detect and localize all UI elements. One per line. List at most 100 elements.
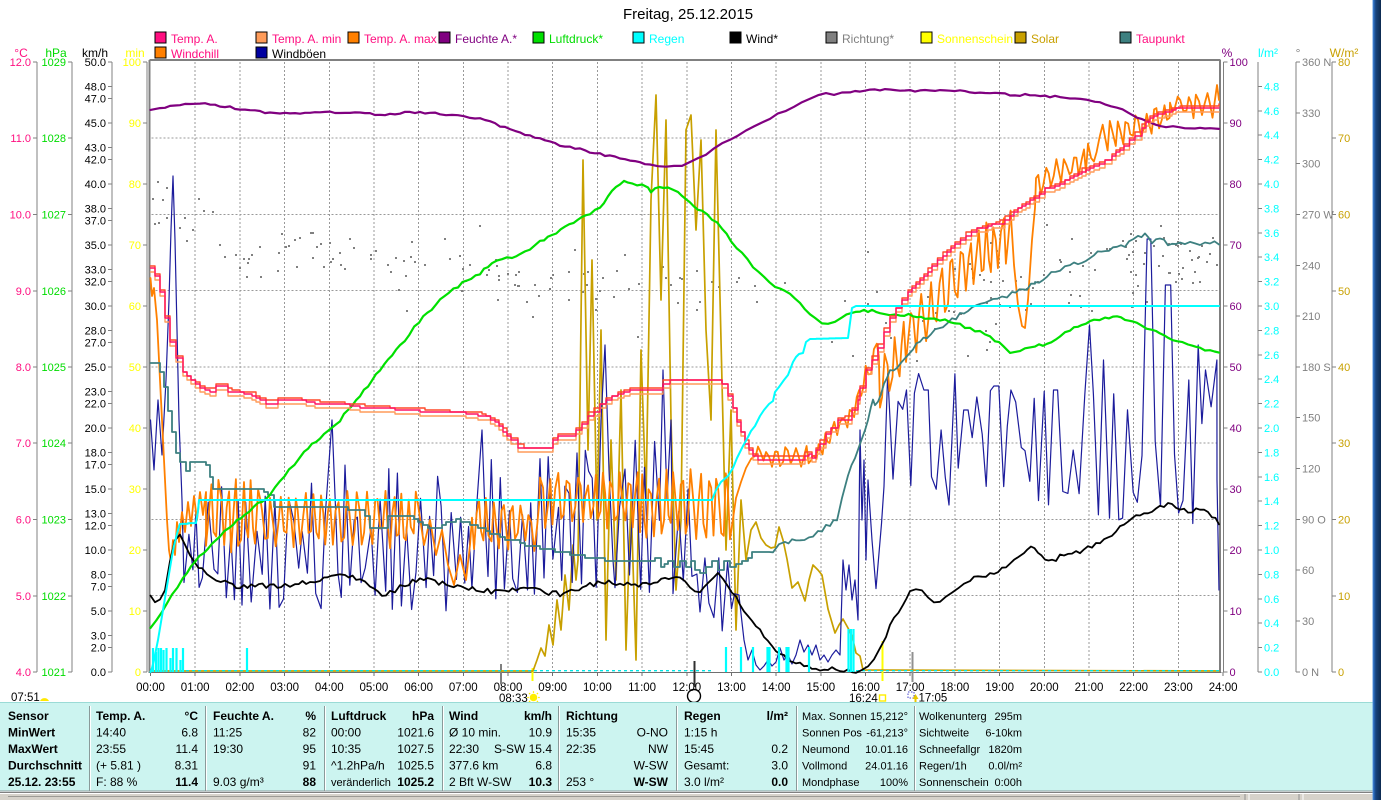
- svg-text:60: 60: [1302, 565, 1314, 577]
- svg-text:Wolkenunterg: Wolkenunterg: [919, 711, 987, 723]
- svg-text:12.0: 12.0: [85, 521, 106, 533]
- svg-text:60: 60: [1338, 210, 1350, 222]
- svg-text:15,212°: 15,212°: [870, 711, 908, 723]
- svg-text:4.2: 4.2: [1264, 155, 1279, 167]
- svg-text:2 Bft W-SW: 2 Bft W-SW: [449, 775, 512, 789]
- svg-text:hPa: hPa: [412, 709, 434, 723]
- svg-text:10.3: 10.3: [529, 775, 553, 789]
- svg-text:30: 30: [1230, 484, 1242, 496]
- svg-text:50: 50: [1230, 362, 1242, 374]
- svg-text:11.4: 11.4: [175, 775, 198, 789]
- svg-text:32.0: 32.0: [85, 277, 106, 289]
- svg-text:5.0: 5.0: [91, 606, 106, 618]
- svg-text:20:00: 20:00: [1030, 682, 1059, 694]
- svg-text:^1.2hPa/h: ^1.2hPa/h: [331, 759, 385, 773]
- svg-text:82: 82: [303, 726, 317, 740]
- svg-text:Luftdruck*: Luftdruck*: [549, 32, 603, 46]
- svg-text:Richtung: Richtung: [566, 709, 618, 723]
- svg-text:22:35: 22:35: [566, 742, 596, 756]
- svg-text:O-NO: O-NO: [637, 726, 668, 740]
- svg-text:0: 0: [135, 667, 141, 679]
- svg-text:4.8: 4.8: [1264, 81, 1279, 93]
- svg-text:80: 80: [1338, 57, 1350, 69]
- svg-text:Regen: Regen: [684, 709, 721, 723]
- svg-text:10.9: 10.9: [529, 726, 553, 740]
- svg-text:2.8: 2.8: [1264, 325, 1279, 337]
- svg-text:l/m²: l/m²: [1258, 46, 1278, 60]
- svg-text:4.6: 4.6: [1264, 106, 1279, 118]
- svg-text:S-SW 15.4: S-SW 15.4: [494, 742, 552, 756]
- svg-text:360 N: 360 N: [1302, 57, 1331, 69]
- svg-text:20.0: 20.0: [85, 423, 106, 435]
- svg-text:1025: 1025: [42, 362, 66, 374]
- svg-text:43.0: 43.0: [85, 142, 106, 154]
- svg-text:33.0: 33.0: [85, 264, 106, 276]
- svg-text:18:00: 18:00: [941, 682, 970, 694]
- svg-text:Sichtweite: Sichtweite: [919, 728, 969, 740]
- svg-text:1025.2: 1025.2: [397, 775, 434, 789]
- svg-text:100%: 100%: [880, 777, 908, 789]
- svg-text:0.0l/m²: 0.0l/m²: [988, 761, 1022, 773]
- svg-text:50: 50: [1338, 286, 1350, 298]
- svg-text:40: 40: [1338, 362, 1350, 374]
- svg-text:%: %: [1222, 46, 1233, 60]
- svg-text:30: 30: [129, 484, 141, 496]
- svg-text:4.0: 4.0: [1264, 179, 1279, 191]
- svg-text:9.0: 9.0: [16, 286, 31, 298]
- svg-text:07:00: 07:00: [449, 682, 478, 694]
- svg-text:Sonnen Pos: Sonnen Pos: [802, 728, 862, 740]
- svg-text:09:00: 09:00: [538, 682, 567, 694]
- svg-text:1027: 1027: [42, 210, 66, 222]
- svg-text:0.2: 0.2: [1264, 643, 1279, 655]
- svg-text:04:00: 04:00: [315, 682, 344, 694]
- svg-text:40.0: 40.0: [85, 179, 106, 191]
- svg-text:1027.5: 1027.5: [397, 742, 434, 756]
- svg-text:(+ 5.81 ): (+ 5.81 ): [96, 759, 141, 773]
- svg-text:30: 30: [1338, 438, 1350, 450]
- svg-text:8.0: 8.0: [16, 362, 31, 374]
- svg-text:Temp. A. max: Temp. A. max: [364, 32, 437, 46]
- svg-text:30: 30: [1302, 616, 1314, 628]
- svg-text:22:30: 22:30: [449, 742, 479, 756]
- svg-text:240: 240: [1302, 260, 1320, 272]
- svg-text:2.2: 2.2: [1264, 399, 1279, 411]
- svg-text:Ø 10 min.: Ø 10 min.: [449, 726, 501, 740]
- svg-text:10:35: 10:35: [331, 742, 361, 756]
- svg-text:90: 90: [129, 118, 141, 130]
- svg-text:50.0: 50.0: [85, 57, 106, 69]
- svg-text:1.2: 1.2: [1264, 521, 1279, 533]
- svg-text:8.31: 8.31: [175, 759, 199, 773]
- svg-text:37.0: 37.0: [85, 216, 106, 228]
- svg-text:2.4: 2.4: [1264, 374, 1279, 386]
- svg-text:28.0: 28.0: [85, 325, 106, 337]
- svg-text:1.4: 1.4: [1264, 496, 1279, 508]
- svg-text:1.6: 1.6: [1264, 472, 1279, 484]
- svg-text:15.0: 15.0: [85, 484, 106, 496]
- svg-text:45.0: 45.0: [85, 118, 106, 130]
- svg-text:10: 10: [1230, 606, 1242, 618]
- svg-text:95: 95: [303, 742, 317, 756]
- svg-text:Windchill: Windchill: [171, 47, 219, 61]
- svg-text:MaxWert: MaxWert: [8, 742, 58, 756]
- svg-text:19:00: 19:00: [985, 682, 1014, 694]
- svg-text:08:00: 08:00: [494, 682, 523, 694]
- svg-text:30.0: 30.0: [85, 301, 106, 313]
- svg-text:7.0: 7.0: [16, 438, 31, 450]
- svg-text:70: 70: [1230, 240, 1242, 252]
- svg-text:0: 0: [1338, 667, 1344, 679]
- svg-text:24.01.16: 24.01.16: [865, 761, 908, 773]
- svg-text:13:00: 13:00: [717, 682, 746, 694]
- svg-text:6.0: 6.0: [16, 515, 31, 527]
- svg-text:07:51: 07:51: [11, 692, 40, 704]
- svg-text:20: 20: [129, 545, 141, 557]
- svg-text:9.03 g/m³: 9.03 g/m³: [213, 775, 264, 789]
- svg-text:1028: 1028: [42, 133, 66, 145]
- svg-text:150: 150: [1302, 413, 1320, 425]
- svg-text:3.8: 3.8: [1264, 203, 1279, 215]
- svg-text:Temp. A. min: Temp. A. min: [272, 32, 341, 46]
- svg-text:0.0: 0.0: [771, 775, 788, 789]
- svg-text:100: 100: [1230, 57, 1248, 69]
- svg-text:15:45: 15:45: [684, 742, 714, 756]
- svg-text:90: 90: [1230, 118, 1242, 130]
- svg-text:10.0: 10.0: [10, 210, 31, 222]
